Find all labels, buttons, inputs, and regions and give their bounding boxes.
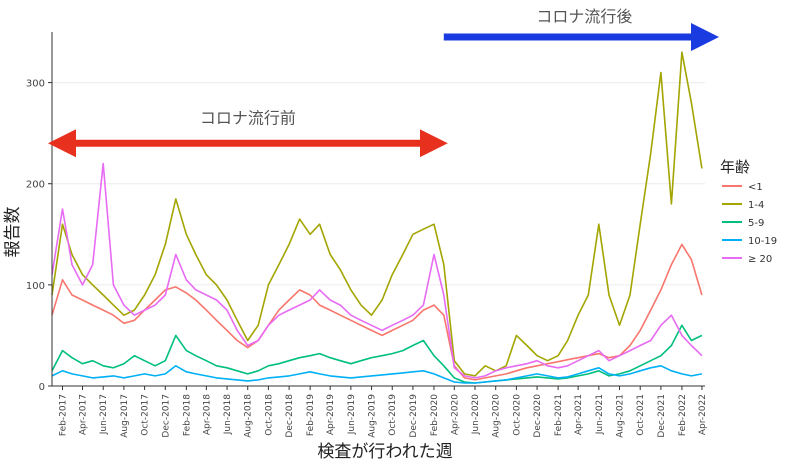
grid-lines xyxy=(52,82,705,387)
x-tick-label: Feb-2021 xyxy=(554,394,564,436)
legend-title: 年齢 xyxy=(720,158,750,176)
x-tick-label: Dec-2020 xyxy=(533,394,543,438)
y-tick-label: 300 xyxy=(26,79,45,90)
x-tick-label: Jun-2018 xyxy=(223,394,233,435)
x-tick-label: Oct-2020 xyxy=(512,394,522,436)
x-tick-label: Apr-2019 xyxy=(326,394,336,435)
legend-label: ≥ 20 xyxy=(748,254,772,265)
x-tick-label: Dec-2021 xyxy=(657,394,667,438)
x-tick-label: Feb-2022 xyxy=(678,394,688,436)
y-tick-label: 200 xyxy=(26,180,45,191)
x-tick-label: Oct-2017 xyxy=(141,394,151,436)
x-tick-label: Aug-2021 xyxy=(616,394,626,438)
x-tick-label: Jun-2021 xyxy=(595,394,605,435)
x-tick-label: Dec-2018 xyxy=(285,394,295,438)
x-tick-label: Feb-2017 xyxy=(59,394,69,436)
y-tick-label: 100 xyxy=(26,281,45,292)
legend-label: 1-4 xyxy=(748,200,764,211)
x-tick-label: Aug-2019 xyxy=(368,394,378,438)
x-ticks: Feb-2017 Apr-2017 Jun-2017 Aug-2017 Oct-2017… xyxy=(59,386,708,438)
x-tick-label: Jun-2017 xyxy=(99,394,109,435)
x-tick-label: Jun-2020 xyxy=(471,394,481,435)
x-tick-label: Aug-2020 xyxy=(492,394,502,438)
pre-covid-label: コロナ流行前 xyxy=(200,108,296,127)
x-tick-label: Feb-2018 xyxy=(182,394,192,436)
x-tick-label: Apr-2022 xyxy=(698,394,708,435)
post-covid-label: コロナ流行後 xyxy=(536,7,632,26)
y-ticks: 0 100 200 300 xyxy=(26,79,52,393)
x-tick-label: Feb-2019 xyxy=(306,394,316,436)
series-line-0 xyxy=(51,243,703,381)
x-tick-label: Feb-2020 xyxy=(430,394,440,436)
series-line-3 xyxy=(51,364,703,384)
x-tick-label: Oct-2019 xyxy=(388,394,398,436)
series-line-4 xyxy=(51,162,703,379)
series-lines xyxy=(51,51,703,384)
x-tick-label: Aug-2018 xyxy=(244,394,254,438)
x-tick-label: Dec-2017 xyxy=(161,394,171,438)
x-tick-label: Apr-2018 xyxy=(202,394,212,435)
x-axis-label: 検査が行われた週 xyxy=(317,442,452,462)
y-axis-label: 報告数 xyxy=(3,207,23,258)
legend-items: <1 1-4 5-9 10-19 ≥ 20 xyxy=(722,182,777,265)
legend-label: <1 xyxy=(748,182,763,193)
series-line-2 xyxy=(51,324,703,384)
x-tick-label: Apr-2020 xyxy=(450,394,460,435)
x-tick-label: Jun-2019 xyxy=(347,394,357,435)
legend: 年齢 <1 1-4 5-9 10-19 ≥ 20 xyxy=(720,158,777,265)
legend-label: 10-19 xyxy=(748,236,777,247)
x-tick-label: Dec-2019 xyxy=(409,394,419,438)
x-tick-label: Aug-2017 xyxy=(120,394,130,438)
series-line-1 xyxy=(51,51,703,377)
x-tick-label: Apr-2017 xyxy=(79,394,89,435)
x-tick-label: Oct-2021 xyxy=(636,394,646,436)
y-tick-label: 0 xyxy=(39,382,45,393)
legend-label: 5-9 xyxy=(748,218,764,229)
period-annotations: コロナ流行前 コロナ流行後 xyxy=(48,7,719,158)
x-tick-label: Apr-2021 xyxy=(574,394,584,435)
x-tick-label: Oct-2018 xyxy=(264,394,274,436)
